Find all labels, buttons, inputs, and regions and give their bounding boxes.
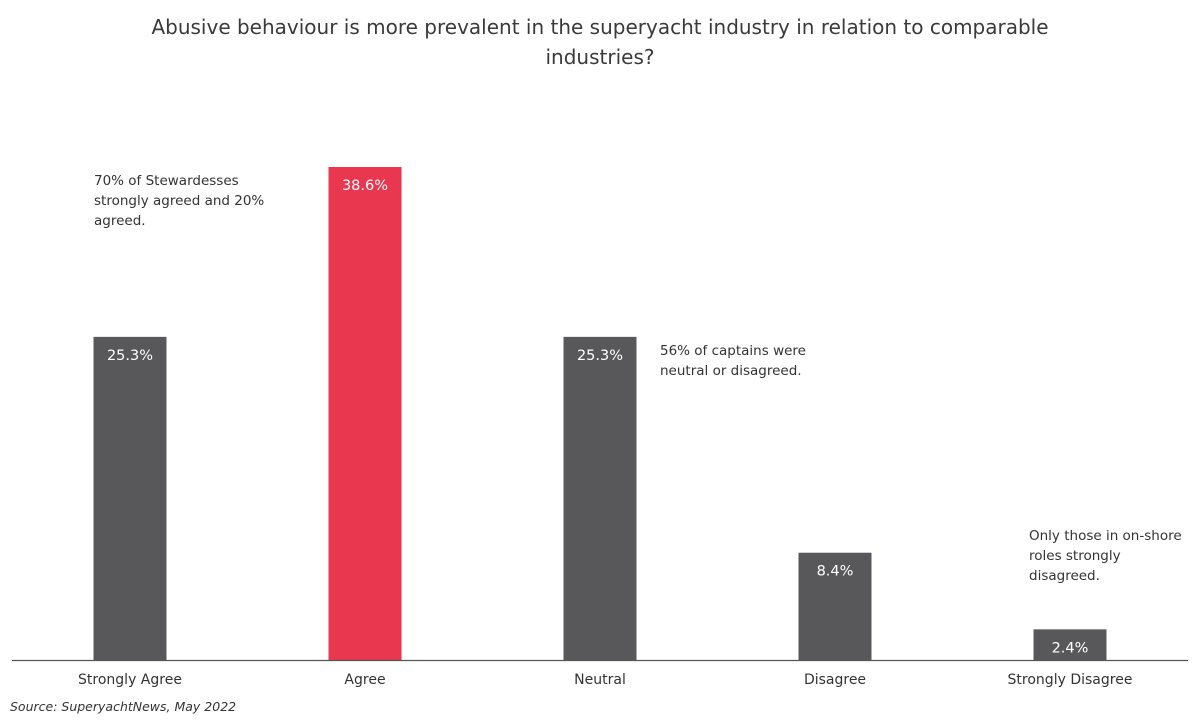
source-note: Source: SuperyachtNews, May 2022 [10,699,237,714]
bar-agree [328,167,402,660]
category-label-strongly-disagree: Strongly Disagree [1008,672,1133,688]
annotation-strongly-agree: 70% of Stewardesses strongly agreed and … [94,173,265,229]
category-label-disagree: Disagree [804,672,866,688]
category-label-agree: Agree [344,672,385,688]
category-label-neutral: Neutral [574,672,626,688]
value-label-disagree: 8.4% [817,564,854,580]
value-label-strongly-disagree: 2.4% [1052,640,1089,656]
value-label-neutral: 25.3% [577,348,623,364]
bar-neutral [563,336,637,660]
bar-disagree [798,552,872,660]
value-label-strongly-agree: 25.3% [107,348,153,364]
chart-title: Abusive behaviour is more prevalent in t… [151,15,1049,69]
annotation-neutral: 56% of captains were neutral or disagree… [660,343,806,379]
annotation-strongly-disagree: Only those in on-shore roles strongly di… [1029,528,1182,584]
value-label-agree: 38.6% [342,178,388,194]
bar-strongly-agree [93,336,167,660]
bar-strongly-disagree [1033,629,1107,660]
category-label-strongly-agree: Strongly Agree [78,672,182,688]
